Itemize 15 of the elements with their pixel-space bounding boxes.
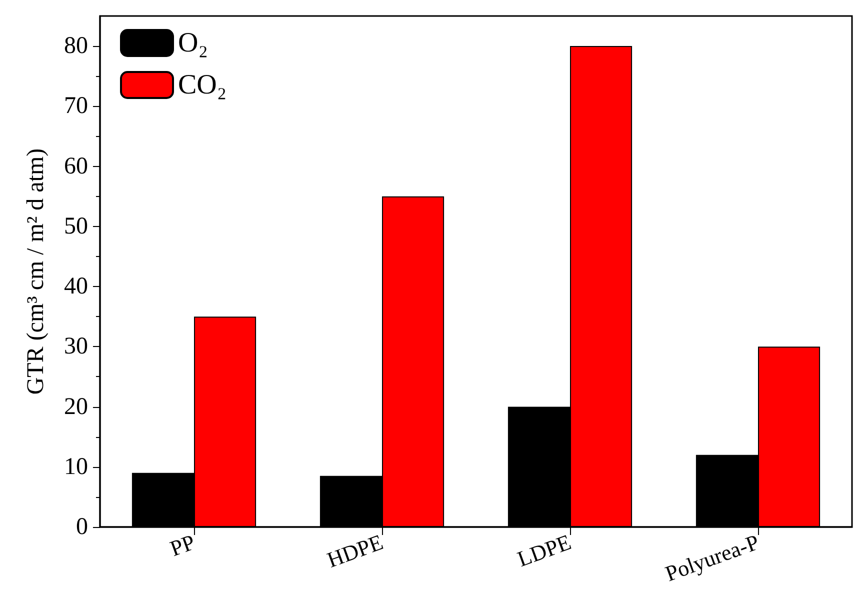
y-tick-label: 0 [76, 514, 88, 540]
y-tick-label: 40 [64, 274, 88, 300]
y-tick-label: 30 [64, 334, 88, 360]
y-tick-label: 50 [64, 213, 88, 240]
y-tick-label: 20 [64, 394, 88, 420]
y-tick-label: 70 [64, 93, 88, 120]
legend-label: CO₂ [178, 70, 227, 100]
x-tick-label: LDPE [514, 529, 574, 572]
y-tick-label: 10 [64, 454, 88, 480]
y-axis-title: GTR (cm³ cm / m² d atm) [23, 148, 49, 395]
legend-label: O₂ [178, 28, 208, 58]
x-tick-label: PP [166, 529, 198, 562]
y-tick-label: 80 [64, 33, 88, 60]
y-tick-label: 60 [64, 153, 88, 180]
x-tick-label: HDPE [324, 529, 386, 572]
